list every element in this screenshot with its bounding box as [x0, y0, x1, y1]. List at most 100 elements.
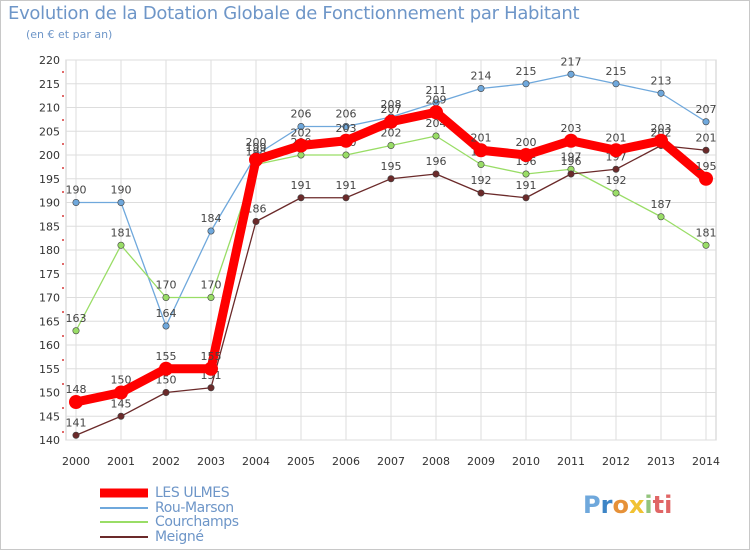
logo-letter: i: [644, 491, 653, 519]
x-tick-label: 2010: [512, 455, 540, 468]
data-point: [612, 80, 620, 88]
data-point: [432, 170, 440, 178]
data-point: [342, 194, 350, 202]
data-point: [297, 151, 305, 159]
data-point: [339, 133, 353, 148]
data-label: 200: [246, 136, 267, 149]
data-label: 196: [426, 155, 447, 168]
logo-letter: r: [600, 491, 613, 519]
data-point: [252, 218, 260, 226]
x-tick-label: 2000: [62, 455, 90, 468]
legend-item: LES ULMES: [100, 485, 300, 501]
data-point: [612, 165, 620, 173]
axis-tick-dot: [62, 407, 64, 409]
y-tick-label: 180: [39, 244, 60, 257]
data-point: [612, 189, 620, 197]
x-tick-label: 2004: [242, 455, 270, 468]
data-point: [522, 170, 530, 178]
data-point: [477, 189, 485, 197]
data-point: [477, 85, 485, 93]
x-tick-label: 2001: [107, 455, 135, 468]
data-label: 209: [426, 93, 447, 106]
data-label: 213: [651, 74, 672, 87]
data-point: [657, 213, 665, 221]
y-tick-label: 195: [39, 173, 60, 186]
x-tick-label: 2008: [422, 455, 450, 468]
axis-tick-dot: [62, 263, 64, 265]
data-label: 208: [381, 98, 402, 111]
data-point: [207, 293, 215, 301]
legend-swatch: [100, 535, 148, 538]
data-label: 201: [471, 131, 492, 144]
data-label: 206: [291, 108, 312, 121]
data-point: [699, 171, 713, 186]
data-point: [429, 105, 443, 120]
data-label: 202: [381, 127, 402, 140]
legend-item: Courchamps: [100, 514, 300, 530]
axis-tick-dot: [62, 383, 64, 385]
data-point: [342, 151, 350, 159]
data-point: [702, 146, 710, 154]
data-point: [702, 118, 710, 126]
data-label: 211: [426, 84, 447, 97]
data-label: 197: [561, 150, 582, 163]
data-label: 150: [111, 374, 132, 387]
data-point: [207, 384, 215, 392]
data-point: [117, 199, 125, 207]
axis-tick-dot: [62, 71, 64, 73]
data-point: [72, 327, 80, 335]
data-point: [204, 361, 218, 376]
data-label: 200: [516, 136, 537, 149]
x-tick-label: 2002: [152, 455, 180, 468]
data-point: [159, 361, 173, 376]
y-tick-label: 160: [39, 339, 60, 352]
data-label: 141: [66, 416, 87, 429]
y-tick-label: 145: [39, 410, 60, 423]
y-tick-label: 210: [39, 102, 60, 115]
data-label: 155: [156, 350, 177, 363]
data-label: 215: [516, 65, 537, 78]
data-label: 191: [516, 179, 537, 192]
data-label: 187: [651, 198, 672, 211]
data-label: 201: [696, 131, 717, 144]
axis-tick-dot: [62, 143, 64, 145]
data-point: [564, 133, 578, 148]
chart-subtitle: (en € et par an): [26, 28, 113, 41]
y-tick-label: 175: [39, 268, 60, 281]
data-label: 150: [156, 374, 177, 387]
data-label: 191: [336, 179, 357, 192]
x-tick-label: 2003: [197, 455, 225, 468]
legend-label: Rou-Marson: [155, 499, 234, 516]
data-point: [654, 133, 668, 148]
y-tick-label: 200: [39, 149, 60, 162]
data-label: 207: [696, 103, 717, 116]
data-label: 170: [156, 279, 177, 292]
legend-item: Rou-Marson: [100, 499, 300, 516]
axis-tick-dot: [62, 311, 64, 313]
data-point: [432, 132, 440, 140]
data-point: [474, 143, 488, 158]
data-point: [72, 199, 80, 207]
data-label: 203: [336, 122, 357, 135]
data-label: 181: [696, 226, 717, 239]
legend-swatch: [100, 506, 148, 509]
data-point: [297, 194, 305, 202]
axis-tick-dot: [62, 239, 64, 241]
data-label: 199: [246, 141, 267, 154]
y-tick-label: 220: [39, 54, 60, 67]
x-tick-label: 2011: [557, 455, 585, 468]
legend-swatch: [100, 521, 148, 524]
proxiti-logo: Proxiti: [583, 491, 672, 519]
axis-tick-dot: [62, 95, 64, 97]
logo-letter: P: [583, 491, 601, 519]
data-point: [162, 388, 170, 396]
y-tick-label: 205: [39, 125, 60, 138]
axis-tick-dot: [62, 119, 64, 121]
data-point: [117, 241, 125, 249]
data-point: [657, 89, 665, 97]
data-point: [114, 385, 128, 400]
data-point: [117, 412, 125, 420]
data-label: 155: [201, 350, 222, 363]
axis-tick-dot: [62, 167, 64, 169]
data-label: 148: [66, 383, 87, 396]
